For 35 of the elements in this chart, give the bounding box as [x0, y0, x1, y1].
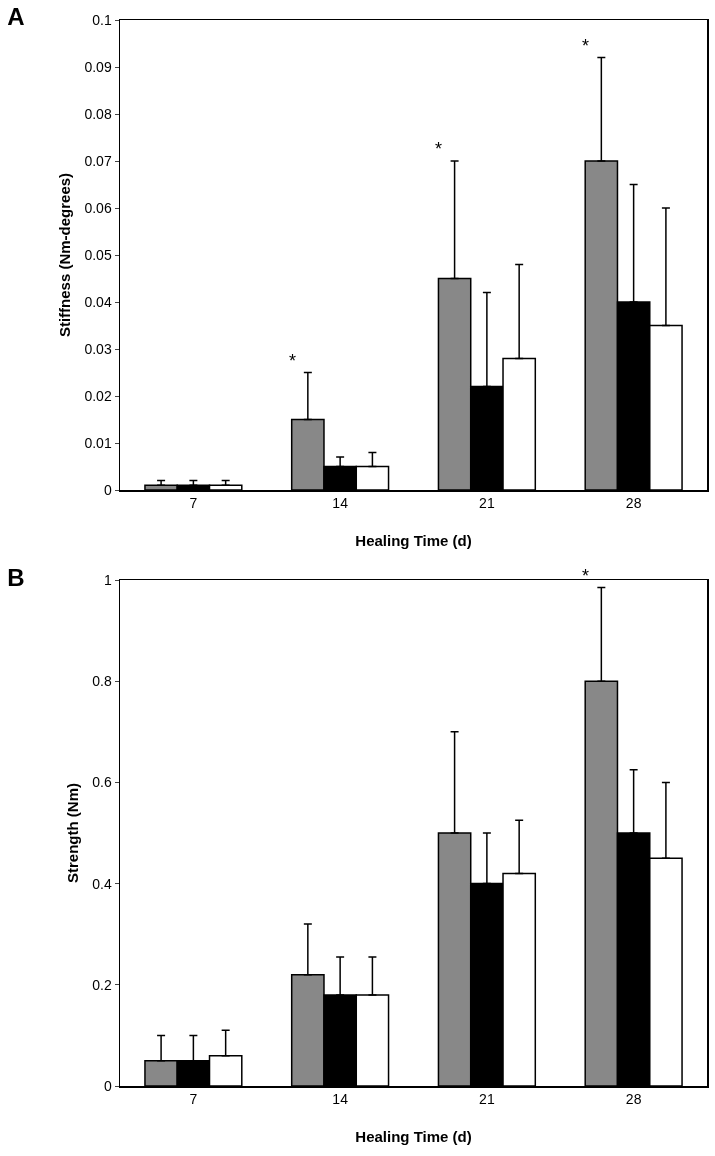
- x-tick-label: 21: [479, 1091, 495, 1108]
- y-tick-label: 0.09: [84, 58, 112, 75]
- y-tick-label: 0.8: [92, 673, 112, 690]
- x-axis-title: Healing Time (d): [355, 531, 472, 549]
- x-tick-label: 7: [189, 1091, 198, 1108]
- x-tick-label: 7: [189, 495, 198, 512]
- x-axis-title: Healing Time (d): [355, 1127, 472, 1145]
- x-tick-label: 28: [625, 1091, 642, 1108]
- y-tick-label: 0.6: [92, 774, 112, 791]
- y-axis-title: Strength (Nm): [63, 783, 81, 883]
- y-tick-label: 0.07: [84, 152, 112, 169]
- y-tick-label: 0.01: [84, 434, 112, 451]
- x-tick-label: 21: [479, 495, 495, 512]
- y-tick-label: 0.2: [92, 976, 112, 993]
- annotation: *: [289, 351, 297, 371]
- annotation: *: [582, 36, 590, 56]
- y-tick-label: 0.03: [84, 340, 112, 357]
- y-tick-label: 0: [103, 1077, 112, 1094]
- y-tick-label: 0.02: [84, 387, 112, 404]
- y-tick-label: 0.05: [84, 246, 112, 263]
- x-tick-label: 14: [332, 495, 349, 512]
- y-tick-label: 0.06: [84, 199, 112, 216]
- annotation: *: [582, 566, 590, 586]
- y-tick-label: 0.04: [84, 293, 112, 310]
- y-tick-label: 1: [103, 571, 112, 588]
- y-tick-label: 0.1: [92, 11, 112, 28]
- y-axis-title: Stiffness (Nm-degrees): [55, 172, 73, 338]
- annotation: *: [435, 139, 443, 159]
- y-tick-label: 0: [103, 481, 112, 498]
- chart-title: A: [7, 3, 25, 31]
- x-tick-label: 28: [625, 495, 642, 512]
- chart-title: B: [7, 563, 25, 591]
- x-tick-label: 14: [332, 1091, 349, 1108]
- y-tick-label: 0.08: [84, 105, 112, 122]
- y-tick-label: 0.4: [92, 875, 112, 892]
